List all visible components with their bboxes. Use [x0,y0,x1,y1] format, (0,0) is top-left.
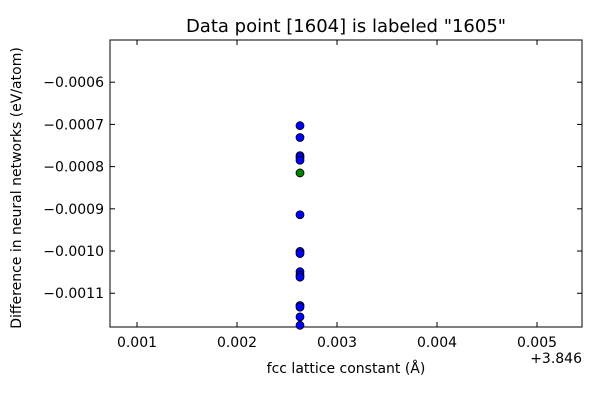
x-tick-label: 0.005 [517,335,557,351]
y-tick-label: −0.0006 [43,75,104,91]
y-tick-label: −0.0009 [43,202,104,218]
data-points [295,121,305,330]
x-offset-label: +3.846 [530,351,582,367]
chart-title: Data point [1604] is labeled "1605" [186,16,506,37]
x-axis-label: fcc lattice constant (Å) [267,360,426,377]
x-tick-label: 0.001 [117,335,157,351]
y-tick-label: −0.0010 [43,244,104,260]
x-tick-label: 0.002 [217,335,257,351]
data-point [295,121,305,131]
y-tick-label: −0.0007 [43,117,104,133]
data-point [295,168,305,178]
data-point [295,155,305,165]
x-tick-label: 0.004 [417,335,457,351]
data-point [295,302,305,312]
x-tick-label: 0.003 [317,335,357,351]
data-point [295,320,305,330]
y-tick-label: −0.0008 [43,160,104,176]
axis-ticks [110,40,582,327]
axis-tick-labels: 0.001 0.002 0.003 0.004 0.005 −0.0006 −0.0007 −… [43,75,557,351]
y-tick-label: −0.0011 [43,286,104,302]
y-axis-label: Difference in neural networks (eV/atom) [9,47,25,329]
data-point [295,249,305,258]
data-point [295,210,305,220]
data-point [295,133,305,142]
data-point [295,312,305,322]
plot-area [109,39,583,328]
data-point [295,272,305,282]
